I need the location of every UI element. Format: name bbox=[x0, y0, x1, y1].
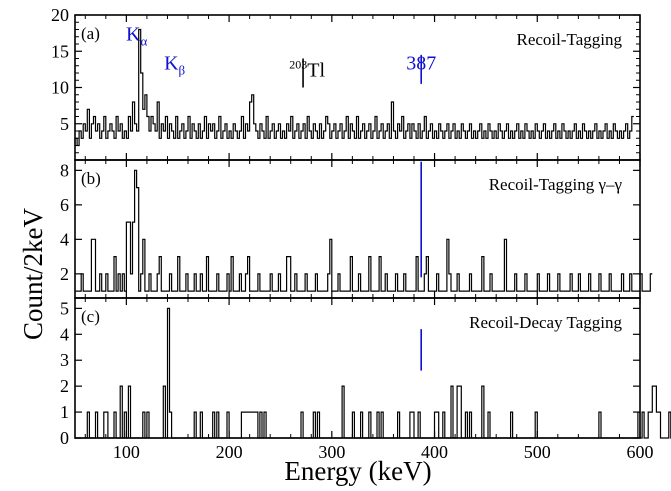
y-tick-label: 20 bbox=[51, 5, 69, 25]
y-tick-label: 4 bbox=[60, 229, 69, 249]
peak-annotation: 387 bbox=[406, 52, 436, 74]
x-tick-label: 500 bbox=[524, 442, 551, 462]
y-tick-label: 8 bbox=[60, 160, 69, 180]
panel-title: Recoil-Tagging bbox=[516, 30, 622, 49]
y-tick-label: 0 bbox=[60, 428, 69, 448]
panel-label: (c) bbox=[81, 307, 100, 326]
panel-title: Recoil-Tagging γ–γ bbox=[489, 175, 623, 194]
y-tick-label: 4 bbox=[60, 324, 69, 344]
annotation-main: Tl bbox=[307, 60, 325, 82]
x-axis: 100 200 300 400 500 600 bbox=[113, 442, 654, 462]
annotation-subscript: β bbox=[179, 62, 186, 77]
y-axis-label: Count/2keV bbox=[18, 208, 48, 340]
x-tick-label: 400 bbox=[421, 442, 448, 462]
y-tick-label: 3 bbox=[60, 350, 69, 370]
y-tick-label: 2 bbox=[60, 376, 69, 396]
peak-annotation: Kα bbox=[126, 23, 147, 48]
y-tick-label: 15 bbox=[51, 41, 69, 61]
x-tick-label: 300 bbox=[318, 442, 345, 462]
x-tick-label: 200 bbox=[216, 442, 243, 462]
x-axis-label: Energy (keV) bbox=[284, 456, 431, 486]
peak-annotation: Kβ bbox=[164, 52, 185, 77]
annotation-main: K bbox=[164, 52, 179, 74]
annotation-subscript: α bbox=[140, 33, 147, 48]
annotation-main: 387 bbox=[406, 52, 436, 74]
annotation-main: K bbox=[126, 23, 141, 45]
panel-title: Recoil-Decay Tagging bbox=[469, 313, 622, 332]
y-tick-label: 10 bbox=[51, 78, 69, 98]
histogram-series bbox=[75, 169, 653, 292]
panel-label: (a) bbox=[81, 24, 100, 43]
panel-label: (b) bbox=[81, 169, 101, 188]
y-tick-label: 1 bbox=[60, 402, 69, 422]
annotation-superscript: 203 bbox=[289, 58, 307, 72]
panel-frame bbox=[74, 297, 641, 439]
histogram-series bbox=[74, 28, 634, 147]
x-tick-label: 600 bbox=[627, 442, 654, 462]
y-tick-label: 6 bbox=[60, 195, 69, 215]
x-tick-label: 100 bbox=[113, 442, 140, 462]
peak-annotation: 203Tl bbox=[289, 58, 325, 82]
y-tick-label: 5 bbox=[60, 114, 69, 134]
y-tick-label: 2 bbox=[60, 264, 69, 284]
y-tick-label: 5 bbox=[60, 298, 69, 318]
panel-2: 0 1 2 3 4 5 (c) Recoil-Decay Tagging bbox=[60, 297, 671, 448]
